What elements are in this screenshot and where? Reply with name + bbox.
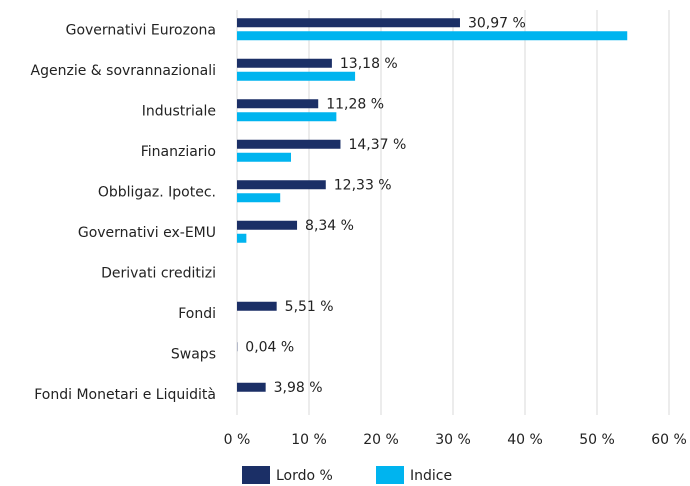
x-tick-label: 30 % bbox=[435, 432, 471, 448]
y-tick-label: Agenzie & sovrannazionali bbox=[31, 63, 216, 79]
data-label: 14,37 % bbox=[348, 137, 406, 153]
bar bbox=[237, 180, 326, 190]
y-tick-label: Derivati creditizi bbox=[101, 265, 216, 281]
x-tick-label: 60 % bbox=[651, 432, 687, 448]
bar bbox=[237, 58, 332, 68]
x-tick-label: 10 % bbox=[291, 432, 327, 448]
bar bbox=[237, 220, 298, 230]
bar bbox=[237, 112, 337, 122]
y-tick-label: Fondi Monetari e Liquidità bbox=[34, 387, 216, 403]
bar bbox=[237, 31, 628, 41]
y-tick-label: Obbligaz. Ipotec. bbox=[98, 184, 216, 200]
y-tick-label: Industriale bbox=[142, 103, 216, 119]
data-label: 11,28 % bbox=[326, 96, 384, 112]
data-label: 30,97 % bbox=[468, 15, 526, 31]
legend-label: Indice bbox=[410, 468, 452, 484]
x-tick-label: 40 % bbox=[507, 432, 543, 448]
bar bbox=[237, 152, 291, 162]
data-label: 8,34 % bbox=[305, 218, 354, 234]
bar bbox=[237, 71, 356, 81]
data-label: 13,18 % bbox=[340, 56, 398, 72]
x-tick-label: 20 % bbox=[363, 432, 399, 448]
data-label: 3,98 % bbox=[274, 380, 323, 396]
y-tick-label: Governativi Eurozona bbox=[66, 22, 216, 38]
x-tick-label: 50 % bbox=[579, 432, 615, 448]
data-label: 12,33 % bbox=[334, 177, 392, 193]
bar bbox=[237, 99, 319, 109]
data-label: 5,51 % bbox=[285, 299, 334, 315]
y-tick-label: Swaps bbox=[171, 346, 216, 362]
bar bbox=[237, 382, 266, 392]
y-tick-label: Fondi bbox=[178, 306, 216, 322]
bar bbox=[237, 193, 281, 203]
data-label: 0,04 % bbox=[245, 339, 294, 355]
bar bbox=[237, 233, 247, 243]
y-tick-label: Governativi ex-EMU bbox=[78, 225, 216, 241]
legend-label: Lordo % bbox=[276, 468, 333, 484]
bar bbox=[237, 18, 460, 28]
legend-swatch bbox=[376, 466, 404, 484]
bar bbox=[237, 139, 341, 149]
y-tick-label: Finanziario bbox=[141, 144, 216, 160]
bar bbox=[237, 301, 277, 311]
legend-swatch bbox=[242, 466, 270, 484]
x-tick-label: 0 % bbox=[224, 432, 251, 448]
